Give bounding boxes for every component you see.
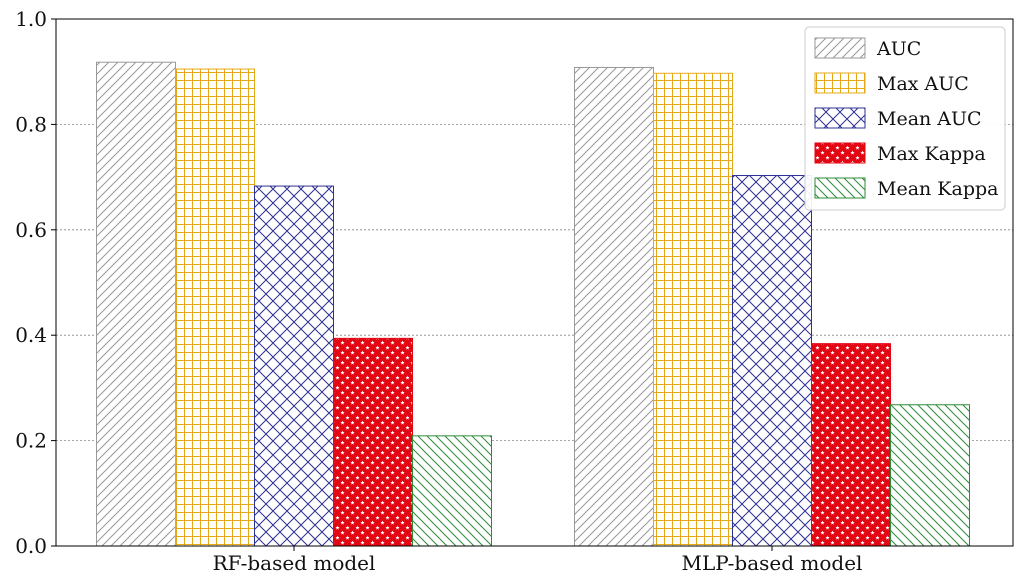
ticks: RF-based model MLP-based model 0.0 0.2 0.4 0.… xyxy=(15,7,862,575)
y-tick-label: 0.8 xyxy=(15,112,47,136)
plot-frame xyxy=(55,18,1014,547)
bar-mean-kappa xyxy=(890,404,970,547)
y-tick-label: 0.2 xyxy=(15,429,47,453)
legend: AUC Max AUC Mean AUC Max Kappa Mean Kappa xyxy=(804,26,1006,211)
legend-label: Max AUC xyxy=(877,73,969,95)
bar-max-auc xyxy=(175,68,255,547)
legend-swatch xyxy=(814,107,866,129)
bar-max-kappa xyxy=(333,337,413,547)
bars xyxy=(96,61,970,547)
legend-label: AUC xyxy=(876,38,921,60)
bar-max-auc xyxy=(653,72,733,547)
y-tick-label: 1.0 xyxy=(15,7,47,31)
bar-mean-auc xyxy=(254,185,334,547)
bar-auc xyxy=(574,66,654,547)
bar-max-kappa xyxy=(811,343,891,547)
x-tick-label: MLP-based model xyxy=(682,551,863,575)
legend-label: Mean Kappa xyxy=(877,178,998,200)
legend-swatch xyxy=(814,177,866,199)
bar-auc xyxy=(96,61,176,547)
x-tick-label: RF-based model xyxy=(213,551,376,575)
legend-label: Mean AUC xyxy=(877,108,982,130)
y-tick-label: 0.6 xyxy=(15,218,47,242)
bar-mean-kappa xyxy=(412,435,492,547)
legend-swatch xyxy=(814,72,866,94)
y-tick-label: 0.0 xyxy=(15,534,47,558)
legend-swatch xyxy=(814,142,866,164)
legend-swatch xyxy=(814,37,866,59)
bar-mean-auc xyxy=(732,175,812,547)
legend-label: Max Kappa xyxy=(877,143,986,165)
axes xyxy=(55,18,1014,547)
y-tick-label: 0.4 xyxy=(15,323,47,347)
